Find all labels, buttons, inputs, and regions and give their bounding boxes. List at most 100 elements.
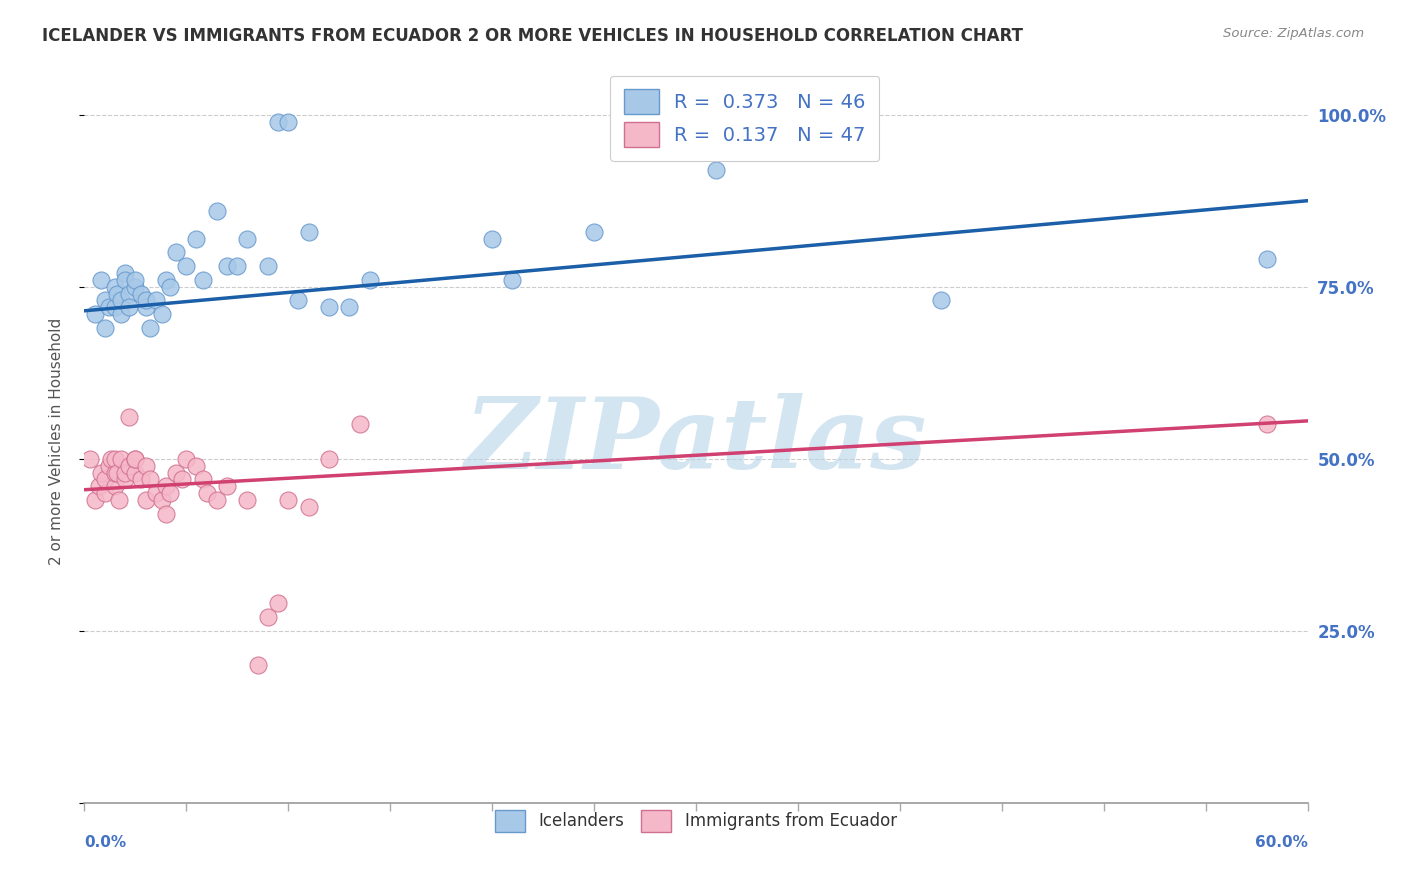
Text: ZIPatlas: ZIPatlas: [465, 393, 927, 490]
Point: [277, 493, 299, 508]
Point: [172, 472, 194, 486]
Point: [277, 114, 299, 128]
Point: [124, 466, 146, 480]
Point: [104, 466, 127, 480]
Point: [90, 466, 112, 480]
Point: [114, 472, 136, 486]
Text: 0.0%: 0.0%: [84, 835, 127, 850]
Point: [145, 486, 167, 500]
Point: [706, 162, 728, 177]
Point: [481, 231, 503, 245]
Point: [191, 273, 214, 287]
Point: [83, 493, 105, 508]
Point: [287, 293, 309, 308]
Point: [93, 293, 115, 308]
Point: [155, 479, 177, 493]
Point: [349, 417, 371, 432]
Point: [138, 321, 160, 335]
Point: [236, 231, 259, 245]
Point: [124, 451, 146, 466]
Point: [165, 245, 187, 260]
Point: [93, 321, 115, 335]
Point: [1256, 252, 1278, 267]
Point: [1256, 417, 1278, 432]
Point: [174, 451, 197, 466]
Point: [195, 486, 218, 500]
Point: [929, 293, 952, 308]
Point: [135, 301, 157, 315]
Point: [104, 279, 127, 293]
Point: [318, 451, 340, 466]
Point: [118, 301, 141, 315]
Text: ICELANDER VS IMMIGRANTS FROM ECUADOR 2 OR MORE VEHICLES IN HOUSEHOLD CORRELATION: ICELANDER VS IMMIGRANTS FROM ECUADOR 2 O…: [42, 27, 1024, 45]
Point: [145, 293, 167, 308]
Point: [87, 479, 110, 493]
Point: [155, 273, 177, 287]
Point: [150, 307, 173, 321]
Point: [191, 472, 214, 486]
Point: [246, 658, 269, 673]
Point: [267, 596, 290, 610]
Point: [105, 466, 128, 480]
Point: [155, 507, 177, 521]
Point: [104, 479, 127, 493]
Point: [97, 458, 120, 473]
Point: [131, 286, 153, 301]
Point: [159, 279, 181, 293]
Point: [138, 472, 160, 486]
Point: [118, 410, 141, 425]
Point: [104, 301, 127, 315]
Legend: Icelanders, Immigrants from Ecuador: Icelanders, Immigrants from Ecuador: [482, 797, 910, 845]
Point: [217, 479, 239, 493]
Point: [502, 273, 524, 287]
Point: [100, 451, 122, 466]
Point: [135, 493, 157, 508]
Point: [135, 293, 157, 308]
Point: [93, 486, 115, 500]
Y-axis label: 2 or more Vehicles in Household: 2 or more Vehicles in Household: [49, 318, 63, 566]
Point: [110, 451, 132, 466]
Point: [298, 500, 321, 514]
Point: [114, 273, 136, 287]
Point: [186, 458, 208, 473]
Point: [93, 472, 115, 486]
Point: [318, 301, 340, 315]
Point: [124, 273, 146, 287]
Point: [186, 231, 208, 245]
Point: [118, 458, 141, 473]
Point: [124, 451, 146, 466]
Text: Source: ZipAtlas.com: Source: ZipAtlas.com: [1223, 27, 1364, 40]
Point: [159, 486, 181, 500]
Point: [110, 307, 132, 321]
Point: [583, 225, 606, 239]
Text: 60.0%: 60.0%: [1254, 835, 1308, 850]
Point: [150, 493, 173, 508]
Point: [97, 301, 120, 315]
Point: [257, 610, 280, 624]
Point: [90, 273, 112, 287]
Point: [105, 286, 128, 301]
Point: [359, 273, 381, 287]
Point: [257, 259, 280, 273]
Point: [124, 279, 146, 293]
Point: [114, 266, 136, 280]
Point: [108, 493, 131, 508]
Point: [131, 472, 153, 486]
Point: [174, 259, 197, 273]
Point: [267, 114, 290, 128]
Point: [339, 301, 361, 315]
Point: [79, 451, 101, 466]
Point: [83, 307, 105, 321]
Point: [217, 259, 239, 273]
Point: [118, 286, 141, 301]
Point: [298, 225, 321, 239]
Point: [114, 466, 136, 480]
Point: [205, 493, 228, 508]
Point: [110, 293, 132, 308]
Point: [165, 466, 187, 480]
Point: [205, 204, 228, 219]
Point: [104, 451, 127, 466]
Point: [135, 458, 157, 473]
Point: [226, 259, 249, 273]
Point: [236, 493, 259, 508]
